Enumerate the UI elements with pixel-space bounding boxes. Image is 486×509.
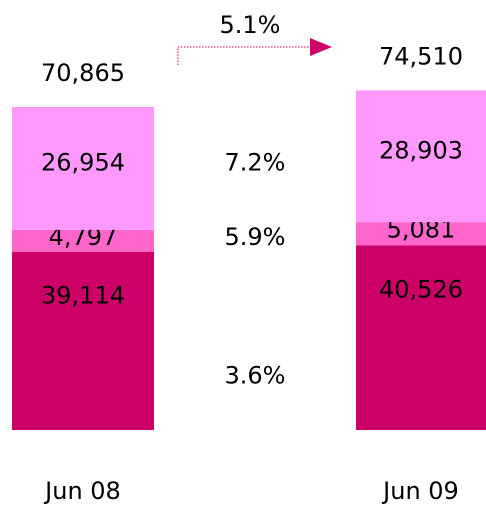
value-label: 39,114 bbox=[41, 282, 125, 310]
arrow-head bbox=[310, 38, 332, 56]
value-label: 28,903 bbox=[379, 136, 463, 164]
growth-label: 3.6% bbox=[225, 362, 286, 390]
x-tick-label: Jun 09 bbox=[381, 477, 459, 505]
bar-segment bbox=[356, 222, 486, 246]
x-tick-label: Jun 08 bbox=[43, 477, 121, 505]
bar-segment bbox=[12, 251, 154, 430]
growth-label: 7.2% bbox=[225, 148, 286, 176]
total-label: 74,510 bbox=[379, 42, 463, 70]
growth-label: 5.9% bbox=[225, 223, 286, 251]
value-label: 40,526 bbox=[379, 275, 463, 303]
total-label: 70,865 bbox=[41, 59, 125, 87]
bar-segment bbox=[356, 245, 486, 430]
bar-segment bbox=[12, 229, 154, 252]
growth-arrow bbox=[177, 46, 312, 65]
bar-segment bbox=[356, 90, 486, 223]
value-label: 26,954 bbox=[41, 148, 125, 176]
bar-segment bbox=[12, 107, 154, 230]
total-growth: 5.1% bbox=[220, 11, 281, 39]
